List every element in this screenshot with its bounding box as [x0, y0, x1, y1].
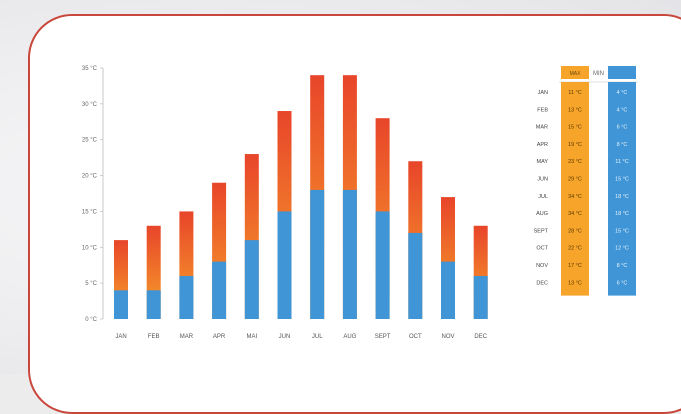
bar-min-jun: [277, 211, 292, 319]
table-max-value: 11 °C: [568, 90, 581, 96]
table-max-value: 13 °C: [568, 107, 582, 113]
bar-min-dec: [473, 275, 488, 319]
table-header-max-label: MAX: [570, 71, 582, 77]
table-min-value: 15 °C: [615, 177, 629, 183]
table-month-label: SEPT: [534, 228, 549, 234]
table-max-value: 29 °C: [568, 177, 582, 183]
y-tick-label: 30 °C: [82, 102, 98, 108]
table-min-value: 18 °C: [615, 211, 629, 217]
table-max-value: 34 °C: [568, 194, 582, 200]
x-tick-label: AUG: [343, 334, 356, 340]
x-tick-label: SEPT: [375, 334, 391, 340]
table-min-value: 15 °C: [615, 228, 629, 234]
y-tick-label: 10 °C: [82, 245, 98, 251]
bar-min-feb: [146, 290, 161, 319]
table-max-value: 15 °C: [568, 125, 582, 131]
x-tick-label: OCT: [409, 334, 422, 340]
table-max-value: 13 °C: [568, 280, 582, 286]
y-axis: 0 °C 5 °C 10 °C 15 °C 20 °C 25 °C 30 °C 35 °C: [82, 66, 103, 323]
y-tick-label: 25 °C: [82, 138, 98, 144]
table-max-value: 22 °C: [568, 246, 582, 252]
bars-group: [114, 75, 488, 320]
table-month-label: APR: [537, 142, 548, 148]
table-min-value: 12 °C: [615, 246, 629, 252]
table-header-min: [608, 66, 636, 79]
chart-svg: 0 °C 5 °C 10 °C 15 °C 20 °C 25 °C 30 °C 35 °C J…: [82, 66, 638, 340]
x-tick-label: JAN: [115, 334, 126, 340]
table-month-label: AUG: [536, 211, 548, 217]
table-column-max: [561, 82, 589, 296]
table-min-value: 18 °C: [615, 194, 629, 200]
x-tick-label: JUN: [279, 334, 291, 340]
table-min-value: 8 °C: [617, 142, 628, 148]
table-month-label: OCT: [536, 246, 548, 252]
bar-min-jul: [310, 189, 325, 319]
table-month-label: MAY: [536, 159, 548, 165]
table-max-value: 23 °C: [568, 159, 582, 165]
y-tick-label: 20 °C: [82, 174, 98, 180]
temperature-table: MAX MIN JAN 11 °C 4 °C FEB 13 °C 4 °C MAR 15 °C 6 …: [534, 66, 638, 296]
x-tick-label: DEC: [474, 334, 487, 340]
bar-min-mai: [244, 240, 259, 319]
y-tick-label: 5 °C: [85, 281, 97, 287]
table-max-value: 34 °C: [568, 211, 582, 217]
x-tick-label: MAR: [180, 334, 194, 340]
x-tick-label: JUL: [312, 334, 323, 340]
x-axis: JAN FEB MAR APR MAI JUN JUL AUG SEPT OCT NOV DEC: [115, 334, 487, 340]
bar-min-oct: [408, 232, 423, 319]
bar-min-aug: [342, 189, 357, 319]
bar-min-apr: [212, 261, 227, 319]
x-tick-label: APR: [213, 334, 226, 340]
x-tick-label: NOV: [441, 334, 454, 340]
bar-min-jan: [114, 290, 128, 319]
table-column-min: [608, 82, 636, 296]
table-min-value: 4 °C: [617, 90, 628, 96]
table-month-label: DEC: [536, 280, 548, 286]
table-month-label: JAN: [538, 90, 548, 96]
table-min-value: 8 °C: [617, 263, 628, 269]
y-tick-label: 15 °C: [82, 209, 98, 215]
x-tick-label: FEB: [148, 334, 160, 340]
table-month-label: FEB: [537, 107, 548, 113]
table-max-value: 28 °C: [568, 228, 582, 234]
table-month-label: MAR: [536, 125, 548, 131]
bar-min-mar: [179, 275, 194, 319]
bar-min-sept: [375, 211, 390, 319]
table-month-label: JUL: [538, 194, 548, 200]
table-month-label: JUN: [537, 177, 548, 183]
y-tick-label: 0 °C: [85, 317, 97, 323]
table-month-label: NOV: [536, 263, 548, 269]
table-min-value: 6 °C: [617, 125, 628, 131]
table-max-value: 19 °C: [568, 142, 582, 148]
table-header-mid-label: MIN: [593, 71, 604, 77]
x-tick-label: MAI: [246, 334, 257, 340]
y-tick-label: 35 °C: [82, 66, 98, 72]
table-min-value: 11 °C: [615, 159, 628, 165]
bar-min-nov: [441, 261, 455, 319]
table-min-value: 6 °C: [617, 280, 628, 286]
table-min-value: 4 °C: [617, 107, 628, 113]
table-max-value: 17 °C: [568, 263, 582, 269]
table-header-max: [561, 66, 589, 79]
